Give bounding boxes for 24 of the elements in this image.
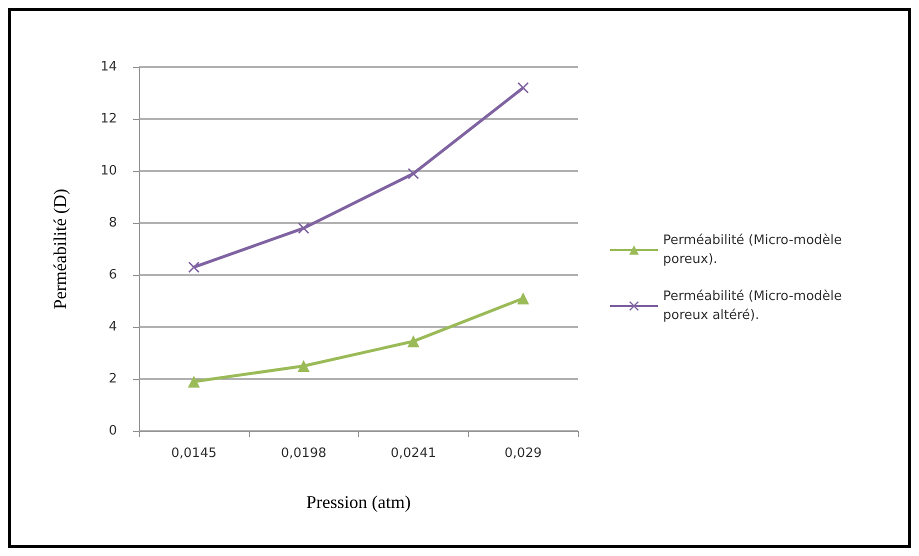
x-axis-title: Pression (atm) [306, 492, 411, 512]
y-tick-label: 6 [108, 268, 117, 282]
y-tick-label: 2 [108, 372, 117, 386]
x-tick-label: 0,029 [504, 446, 542, 461]
y-tick-label: 12 [100, 112, 117, 126]
point [298, 360, 310, 372]
x-tick-label: 0,0241 [390, 446, 436, 461]
x-tick-label: 0,0198 [280, 446, 326, 461]
y-axis-title: Perméabilité (D) [50, 188, 70, 310]
point [408, 168, 419, 180]
y-tick-label: 10 [100, 164, 117, 178]
x-tick-label: 0,0145 [171, 446, 217, 461]
legend-label: Perméabilité (Micro-modèle poreux altéré). [663, 289, 846, 323]
y-tick-label: 0 [108, 424, 117, 438]
y-tick-label: 4 [108, 320, 117, 334]
point [188, 262, 200, 273]
point [407, 335, 420, 348]
point [517, 292, 530, 304]
point [298, 222, 310, 234]
y-tick-label: 14 [100, 60, 117, 74]
point [188, 376, 200, 388]
point [518, 82, 529, 94]
y-tick-label: 8 [108, 216, 117, 230]
legend-label: Perméabilité (Micro-modèle poreux). [663, 233, 846, 267]
